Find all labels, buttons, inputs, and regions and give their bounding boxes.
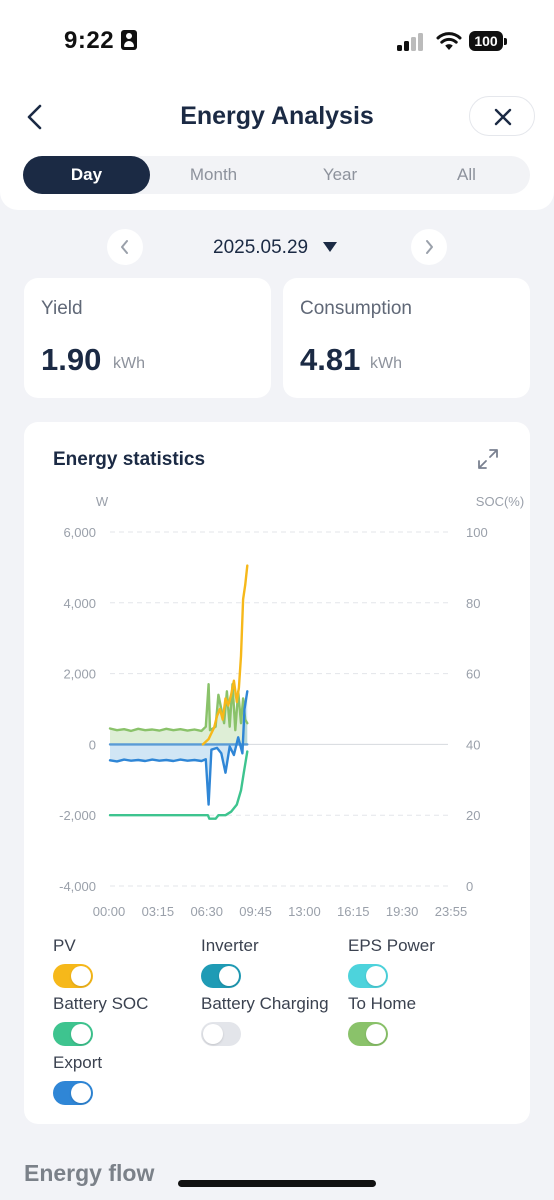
energy-flow-title: Energy flow [24,1160,155,1186]
tab-all[interactable]: All [457,165,476,184]
legend-item-inverter: Inverter [201,936,259,988]
page-title: Energy Analysis [180,102,374,130]
x-tick-label: 09:45 [239,904,272,919]
y-tick-label-left: 6,000 [63,525,96,540]
y-tick-label-right: 40 [466,737,480,752]
toggle-to-home[interactable] [348,1022,388,1046]
toggle-export[interactable] [53,1081,93,1105]
x-tick-label: 03:15 [142,904,175,919]
focus-person-icon [121,30,137,50]
yield-value: 1.90 [41,342,102,377]
wifi-icon [436,32,462,50]
legend-item-eps-power: EPS Power [348,936,435,988]
toggle-knob [71,1083,91,1103]
yield-card: Yield 1.90 kWh [24,278,271,398]
yield-label: Yield [41,298,83,319]
legend-item-pv: PV [53,936,93,988]
consumption-card: Consumption 4.81 kWh [283,278,530,398]
legend-item-battery-charging: Battery Charging [201,994,329,1046]
y-tick-label-right: 100 [466,525,488,540]
legend-item-battery-soc: Battery SOC [53,994,148,1046]
toggle-knob [71,966,91,986]
battery-soc-line [108,750,249,820]
y-tick-label-left: 4,000 [63,596,96,611]
next-date-button[interactable] [411,229,447,265]
toggle-inverter[interactable] [201,964,241,988]
x-tick-label: 23:55 [435,904,468,919]
y-tick-label-left: -4,000 [59,879,96,894]
y-tick-label-right: 0 [466,879,473,894]
y-tick-label-right: 80 [466,596,480,611]
chevron-right-icon [426,240,433,254]
legend-label: Export [53,1053,103,1072]
toggle-knob [219,966,239,986]
toggle-battery-soc[interactable] [53,1022,93,1046]
consumption-unit: kWh [370,355,402,372]
chart-title: Energy statistics [53,449,206,470]
caret-down-icon[interactable] [323,242,337,252]
legend-label: PV [53,936,76,955]
prev-date-button[interactable] [107,229,143,265]
close-icon [494,108,512,126]
tab-year[interactable]: Year [322,165,358,184]
toggle-knob [366,966,386,986]
back-icon[interactable] [20,100,50,134]
y-axis-unit-right: SOC(%) [476,494,524,509]
toggle-knob [366,1024,386,1044]
x-tick-label: 13:00 [288,904,321,919]
toggle-battery-charging[interactable] [201,1022,241,1046]
header: Energy Analysis Day Month Year All [0,80,554,210]
chevron-left-icon [121,240,128,254]
to-home-line [108,683,249,733]
period-tabs: Day Month Year All [23,156,530,194]
close-button[interactable] [469,96,535,136]
cellular-signal-icon [397,33,425,51]
legend-item-to-home: To Home [348,994,416,1046]
legend-label: Inverter [201,936,259,955]
y-axis-unit-left: W [96,494,109,509]
legend-label: Battery SOC [53,994,149,1013]
tab-month[interactable]: Month [189,165,238,184]
expand-icon[interactable] [476,447,500,471]
yield-unit: kWh [113,355,145,372]
energy-statistics-card: Energy statistics W SOC(%) 6,000 100 4,000 80… [24,422,530,1124]
toggle-knob [203,1024,223,1044]
toggle-knob [71,1024,91,1044]
x-tick-label: 00:00 [93,904,126,919]
status-time: 9:22 [64,27,115,54]
legend-item-export: Export [53,1053,102,1105]
toggle-eps-power[interactable] [348,964,388,988]
home-indicator [178,1180,376,1187]
battery-level: 100 [469,31,503,51]
x-tick-label: 19:30 [386,904,419,919]
y-tick-label-right: 60 [466,667,480,682]
y-tick-label-left: 2,000 [63,667,96,682]
legend-label: Battery Charging [201,994,329,1013]
x-tick-label: 06:30 [190,904,223,919]
consumption-value: 4.81 [300,342,361,377]
consumption-label: Consumption [300,298,412,319]
pv-line [201,564,249,746]
y-tick-label-right: 20 [466,808,480,823]
date-value[interactable]: 2025.05.29 [213,237,309,258]
legend-label: EPS Power [348,936,435,955]
y-tick-label-left: 0 [89,737,96,752]
legend-label: To Home [348,994,417,1013]
x-tick-label: 16:15 [337,904,370,919]
energy-chart: W SOC(%) 6,000 100 4,000 80 2,000 60 0 40 -2,000 20… [59,494,524,919]
date-selector: 2025.05.29 [0,228,554,268]
tab-day[interactable]: Day [23,156,150,194]
y-tick-label-left: -2,000 [59,808,96,823]
export-area [110,691,248,805]
export-line [108,690,249,806]
toggle-pv[interactable] [53,964,93,988]
status-bar: 9:22 100 [0,0,554,80]
battery-icon: 100 [469,31,507,51]
